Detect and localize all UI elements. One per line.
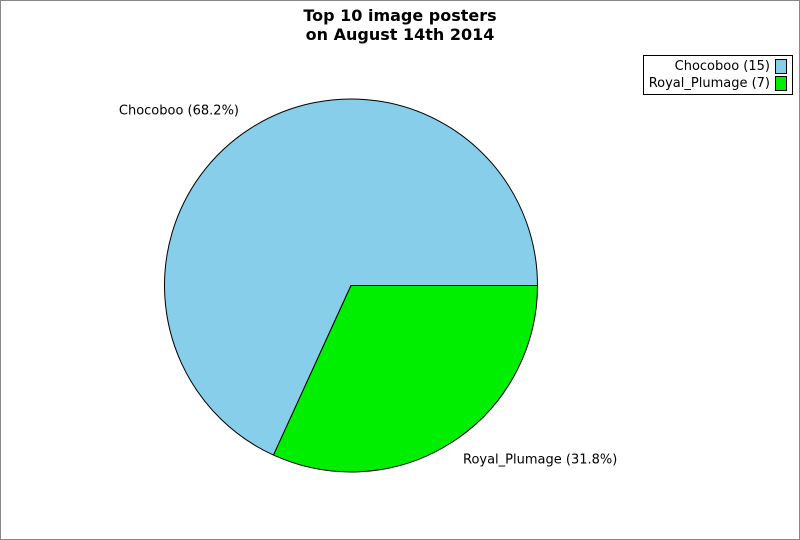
legend-label: Royal_Plumage (7) [648, 76, 770, 91]
legend-label: Chocoboo (15) [674, 59, 770, 74]
slice-label: Royal_Plumage (31.8%) [463, 452, 618, 468]
legend-row: Chocoboo (15) [649, 58, 787, 75]
slice-label: Chocoboo (68.2%) [118, 103, 239, 119]
chart-subtitle: on August 14th 2014 [305, 25, 495, 44]
legend-swatch-chocoboo [775, 59, 787, 74]
pie-slice-royal_plumage [272, 285, 539, 473]
legend-row: Royal_Plumage (7) [649, 75, 787, 92]
legend: Chocoboo (15) Royal_Plumage (7) [642, 55, 793, 95]
chart-title: Top 10 image posters [303, 6, 497, 25]
pie-slice-chocoboo [164, 98, 539, 456]
chart-title-block: Top 10 image posters on August 14th 2014 [1, 6, 799, 44]
legend-swatch-royal-plumage [775, 76, 787, 91]
